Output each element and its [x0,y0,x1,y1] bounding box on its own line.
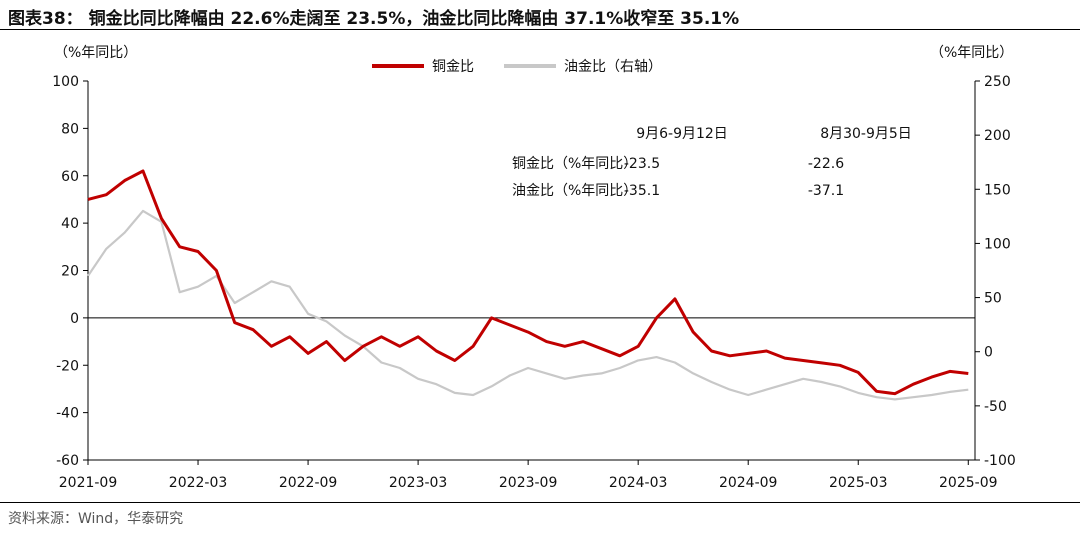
right-tick-label: 50 [984,291,1002,307]
right-axis-unit: （%年同比） [930,45,1014,61]
legend-item-copper-gold: 铜金比 [372,56,474,76]
x-tick-label: 2024-03 [609,475,668,491]
left-axis-unit: （%年同比） [54,45,138,61]
table-cell: -22.6 [808,156,844,172]
left-tick-label: -20 [56,358,79,374]
chart-axes: 100806040200-20-40-60250200150100500-50-… [52,74,1016,491]
left-tick-label: 0 [70,311,79,327]
title-divider [0,29,1080,30]
left-tick-label: 60 [61,169,79,185]
table-header: 8月30-9月5日 [820,126,912,142]
legend-label-copper-gold: 铜金比 [432,59,474,75]
left-tick-label: -40 [56,406,79,422]
figure-title: 图表38： 铜金比同比降幅由 22.6%走阔至 23.5%，油金比同比降幅由 3… [8,9,740,29]
x-tick-label: 2023-09 [499,475,558,491]
table-cell: -35.1 [624,183,660,199]
left-tick-label: -60 [56,453,79,469]
left-tick-label: 100 [52,74,79,90]
table-cell: -23.5 [624,156,660,172]
x-tick-label: 2022-03 [169,475,228,491]
right-tick-label: -100 [984,453,1016,469]
series-layer [87,169,969,401]
x-tick-label: 2021-09 [59,475,118,491]
table-header: 9月6-9月12日 [636,126,728,142]
series-line-copper-gold [87,169,969,396]
right-tick-label: 150 [984,182,1011,198]
right-tick-label: 100 [984,236,1011,252]
chart-legend: 铜金比 油金比（右轴） [372,56,692,76]
series-line-oil-gold [87,209,969,401]
source-note: 资料来源：Wind，华泰研究 [8,511,184,527]
right-tick-label: 0 [984,345,993,361]
table-cell: -37.1 [808,183,844,199]
x-tick-label: 2025-03 [829,475,888,491]
x-tick-label: 2024-09 [719,475,778,491]
left-tick-label: 20 [61,264,79,280]
legend-label-oil-gold: 油金比（右轴） [564,59,662,75]
right-tick-label: 200 [984,128,1011,144]
left-tick-label: 40 [61,216,79,232]
legend-swatch-oil-gold [504,64,556,68]
x-tick-label: 2023-03 [389,475,448,491]
right-tick-label: -50 [984,399,1007,415]
legend-item-oil-gold: 油金比（右轴） [504,56,662,76]
line-chart: 100806040200-20-40-60250200150100500-50-… [52,74,1016,491]
source-divider [0,502,1080,503]
x-tick-label: 2025-09 [939,475,998,491]
x-tick-label: 2022-09 [279,475,338,491]
legend-swatch-copper-gold [372,64,424,68]
table-row-label: 油金比（%年同比） [512,183,637,199]
right-tick-label: 250 [984,74,1011,90]
table-row-label: 铜金比（%年同比） [512,156,637,172]
left-tick-label: 80 [61,121,79,137]
